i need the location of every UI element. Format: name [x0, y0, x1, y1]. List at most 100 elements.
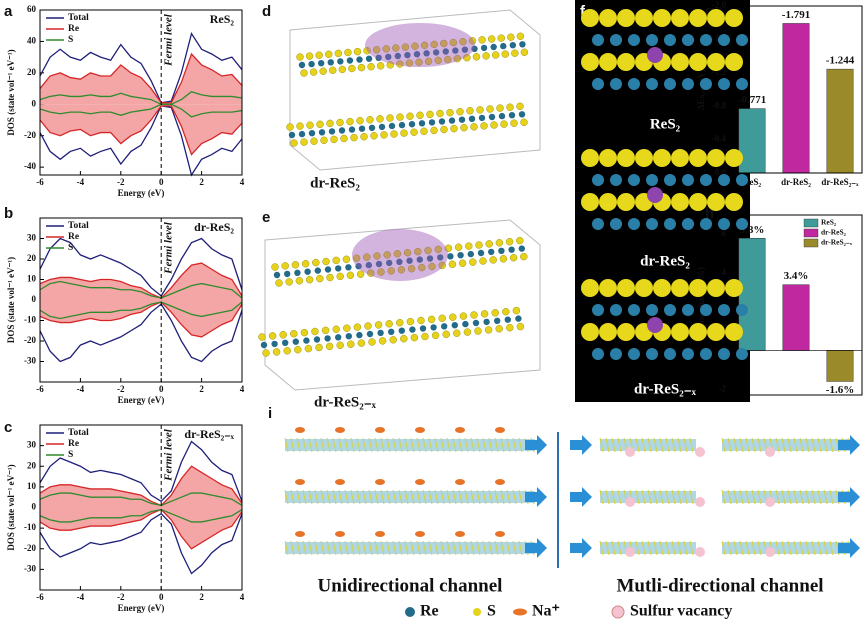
bond	[368, 540, 373, 556]
bond	[362, 437, 367, 453]
atom-re	[413, 51, 421, 58]
bond	[452, 437, 457, 453]
legend-label: dr-ReS₂	[821, 228, 847, 237]
atom-s	[491, 51, 500, 59]
bond	[751, 489, 756, 505]
legend-s	[473, 608, 481, 616]
atom-re	[610, 348, 622, 360]
bond	[488, 437, 493, 453]
atom-s	[469, 258, 477, 266]
dos-line	[39, 492, 243, 507]
atom-s	[334, 49, 343, 58]
atom-re	[396, 258, 403, 265]
charge-density	[365, 23, 475, 67]
atom-s	[330, 135, 338, 144]
y-tick-label: -10	[24, 522, 36, 532]
layer	[600, 491, 696, 503]
atom-re	[318, 129, 326, 136]
bond	[811, 489, 816, 505]
atom-s	[449, 313, 457, 321]
bond	[787, 437, 792, 453]
atom-s	[465, 242, 473, 250]
atom-s	[400, 129, 408, 137]
atom-s	[416, 111, 424, 120]
bond	[314, 489, 319, 505]
atom-re	[308, 60, 315, 68]
atom-s	[446, 108, 454, 117]
atom-s	[385, 320, 393, 328]
bond	[284, 489, 289, 505]
atom-s	[472, 53, 481, 61]
plot-frame	[729, 5, 863, 174]
atom-s	[599, 53, 617, 71]
atom-re	[404, 51, 411, 59]
atom-s	[285, 278, 293, 286]
atom-s	[382, 45, 390, 53]
atom-s	[617, 279, 635, 297]
bond	[482, 540, 487, 556]
bond	[392, 540, 397, 556]
atom-s	[511, 49, 519, 57]
atom-s	[364, 322, 372, 330]
atom-s	[653, 279, 671, 297]
atom-s	[459, 38, 467, 46]
legend-vacancy	[611, 605, 625, 619]
atom-s	[653, 149, 671, 167]
y-tick-label: 20	[27, 460, 37, 470]
bond	[332, 489, 337, 505]
atom-s	[689, 149, 707, 167]
bond	[464, 437, 469, 453]
legend-label: Re	[68, 439, 79, 449]
value-label: -0.771	[738, 94, 766, 106]
atom-s	[344, 48, 352, 57]
bond	[823, 540, 828, 556]
atom-re	[356, 56, 363, 63]
atom-s	[291, 261, 300, 269]
bond	[653, 489, 658, 505]
atom-s	[386, 61, 394, 69]
plot-frame	[39, 424, 243, 591]
na-ion	[295, 479, 305, 485]
atom-s	[319, 67, 327, 75]
atom-re	[428, 119, 436, 126]
na-ion	[415, 427, 425, 433]
bond	[733, 489, 738, 505]
bond	[320, 437, 325, 453]
bond	[775, 437, 780, 453]
bond	[488, 540, 493, 556]
atom-re	[592, 348, 604, 360]
atom-s	[497, 34, 505, 42]
x-tick-label: dr-ReS₂	[781, 177, 811, 187]
atom-re	[432, 49, 440, 56]
atom-re	[298, 61, 306, 69]
bond	[799, 437, 804, 453]
bond	[665, 437, 670, 453]
bond	[641, 540, 646, 556]
bond	[787, 489, 792, 505]
atom-re	[736, 218, 748, 230]
atom-s	[357, 63, 366, 72]
x-tick-label: -6	[36, 592, 44, 602]
atom-s	[411, 42, 419, 50]
bar	[782, 23, 810, 174]
bar	[738, 237, 766, 351]
atom-s	[450, 124, 458, 133]
bond	[659, 489, 664, 505]
atom-s	[316, 120, 324, 129]
atom-s	[340, 134, 348, 143]
atom-s	[336, 341, 344, 349]
dos-line	[39, 237, 243, 297]
legend-label: Re	[68, 232, 79, 242]
bond	[647, 540, 652, 556]
bond	[392, 489, 397, 505]
atom-s	[301, 260, 310, 268]
atom-re	[313, 336, 321, 343]
atom-s	[460, 123, 468, 132]
bond	[659, 540, 664, 556]
bond	[380, 489, 385, 505]
atom-re	[515, 315, 522, 322]
atom-s	[414, 247, 422, 256]
bond	[751, 540, 756, 556]
bond	[314, 540, 319, 556]
atom-s	[463, 328, 472, 336]
